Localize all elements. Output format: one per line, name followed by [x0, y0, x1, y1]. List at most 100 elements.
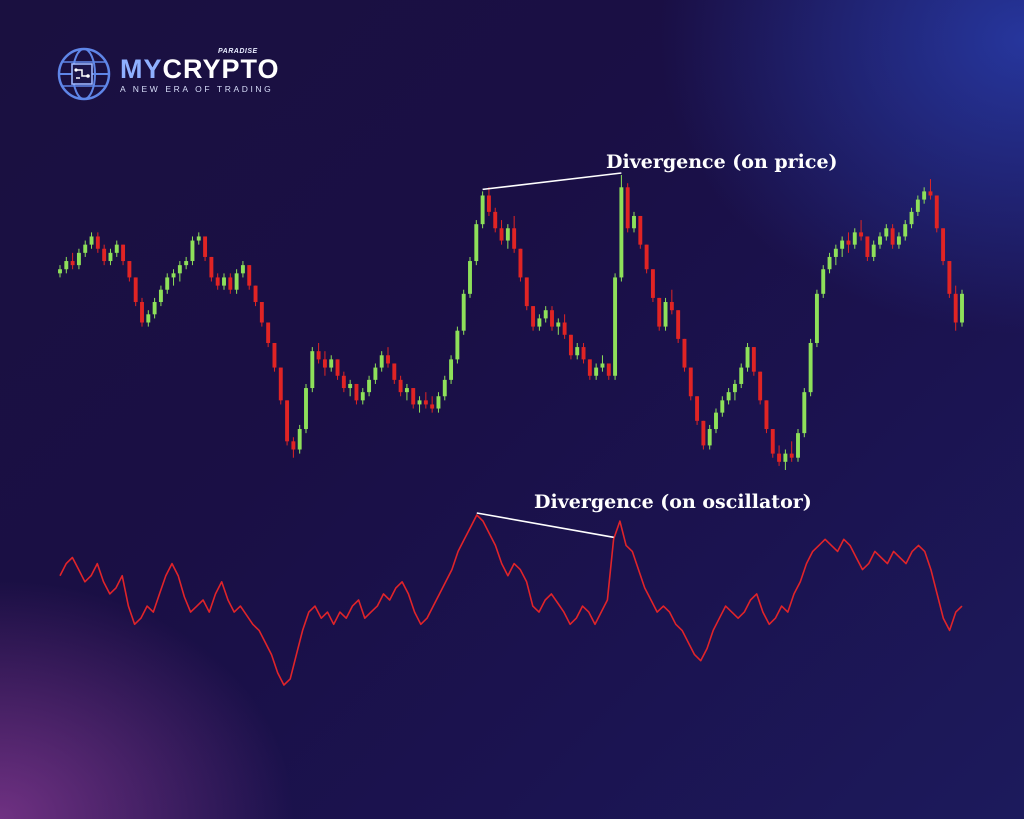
candle-body	[354, 383, 359, 401]
candle-body	[512, 228, 517, 249]
candle-body	[480, 195, 485, 225]
candle-body	[266, 322, 271, 343]
candle-body	[430, 404, 435, 409]
candle-body	[531, 306, 536, 327]
candle-body	[581, 347, 586, 360]
candle-body	[404, 388, 409, 393]
candle-body	[146, 314, 151, 323]
candle-body	[524, 277, 529, 307]
candle-body	[95, 236, 100, 249]
candle-body	[474, 224, 479, 262]
candle-body	[682, 338, 687, 368]
candle-body	[644, 244, 649, 270]
candle-body	[64, 261, 69, 270]
candle-body	[278, 367, 283, 401]
candle-body	[669, 302, 674, 311]
candle-body	[70, 261, 75, 266]
candle-body	[821, 269, 826, 294]
candle-body	[209, 256, 214, 278]
candle-body	[764, 400, 769, 430]
candle-body	[228, 277, 233, 290]
candle-body	[285, 400, 290, 442]
candle-body	[89, 236, 94, 245]
candle-body	[83, 244, 88, 253]
candle-body	[770, 429, 775, 454]
candle-body	[348, 383, 353, 389]
candle-body	[76, 252, 81, 266]
candle-body	[543, 310, 548, 319]
candle-body	[890, 228, 895, 245]
candle-body	[562, 322, 567, 335]
candle-body	[732, 383, 737, 393]
candle-body	[58, 269, 62, 274]
candle-body	[960, 293, 964, 323]
candle-body	[896, 236, 901, 245]
candle-body	[304, 388, 308, 430]
brand-logo: PARADISE MYCRYPTO A NEW ERA OF TRADING	[56, 46, 286, 104]
candle-body	[859, 232, 864, 237]
candle-body	[575, 347, 580, 356]
candle-body	[291, 441, 296, 450]
candle-body	[884, 228, 889, 237]
candle-body	[922, 191, 927, 200]
candle-body	[568, 334, 573, 356]
candle-body	[537, 318, 542, 327]
candle-body	[865, 236, 870, 257]
candle-body	[739, 367, 744, 384]
candle-body	[751, 347, 756, 372]
candle-body	[587, 359, 592, 376]
candle-body	[297, 429, 302, 450]
candle-body	[505, 228, 510, 241]
candle-body	[909, 211, 914, 225]
candle-body	[127, 261, 132, 278]
candle-body	[871, 244, 876, 257]
candle-body	[638, 215, 643, 245]
candle-body	[165, 277, 170, 290]
candle-body	[272, 342, 277, 368]
candle-body	[594, 367, 599, 376]
candle-body	[121, 244, 126, 262]
candle-body	[556, 322, 561, 327]
brand-name-part1: MY	[120, 54, 163, 84]
candle-body	[953, 293, 958, 323]
candle-body	[417, 400, 422, 405]
candle-body	[625, 187, 630, 229]
candle-body	[934, 195, 939, 229]
candle-body	[846, 240, 851, 245]
candle-body	[392, 363, 397, 380]
candle-body	[657, 297, 662, 327]
candle-body	[184, 261, 189, 266]
candle-body	[947, 261, 952, 294]
candle-body	[789, 453, 794, 458]
candle-body	[158, 289, 163, 303]
candle-body	[852, 232, 857, 245]
candle-body	[108, 252, 113, 262]
candle-body	[373, 367, 378, 380]
candle-body	[411, 388, 416, 405]
candle-body	[695, 396, 700, 421]
brand-superscript: PARADISE	[218, 48, 258, 55]
globe-circuit-icon	[57, 47, 111, 101]
candle-body	[316, 351, 321, 360]
candle-body	[688, 367, 693, 397]
candle-body	[650, 269, 655, 298]
candle-body	[461, 293, 466, 331]
candle-body	[222, 277, 226, 286]
candle-body	[903, 224, 908, 237]
candle-body	[341, 375, 346, 389]
candle-body	[247, 265, 252, 286]
candle-body	[676, 310, 681, 339]
candle-body	[928, 191, 933, 196]
candle-body	[215, 277, 220, 286]
candle-body	[190, 240, 195, 262]
candle-body	[808, 342, 813, 393]
candle-body	[253, 285, 258, 303]
candle-body	[777, 453, 782, 462]
candle-body	[833, 248, 838, 257]
candle-body	[436, 396, 441, 409]
candle-body	[449, 359, 454, 380]
candle-body	[442, 379, 447, 397]
candle-body	[133, 277, 138, 303]
price-divergence-label: Divergence (on price)	[606, 151, 838, 173]
